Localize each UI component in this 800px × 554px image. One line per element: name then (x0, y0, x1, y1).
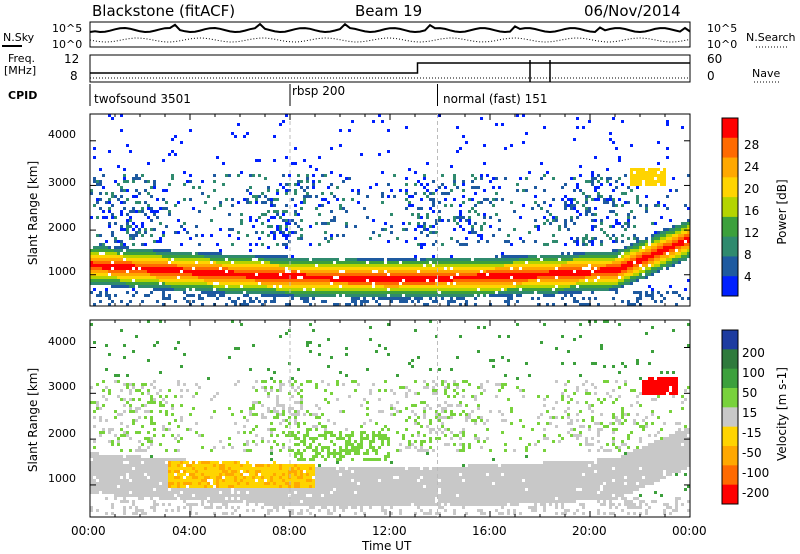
colorbar-swatch-1 (722, 349, 738, 370)
nave-tick-bottom: 0 (707, 69, 715, 83)
colorbar-swatch-2 (722, 157, 738, 178)
velocity-ytick-4000: 4000 (48, 335, 76, 348)
velocity-cbar-tick-15: 15 (742, 406, 758, 420)
colorbar-swatch-5 (722, 216, 738, 238)
velocity-cbar-tick-neg200: -200 (742, 486, 770, 500)
power-cbar-label: Power [dB] (775, 179, 789, 245)
power-cbar-tick-16: 16 (744, 204, 760, 218)
cpid-segment-2: rbsp 200 (292, 84, 346, 98)
xtick-0400: 04:00 (172, 524, 207, 538)
power-cbar-tick-20: 20 (744, 182, 760, 196)
nsky-label: N.Sky (3, 31, 35, 44)
freq-box (89, 54, 691, 83)
colorbar-swatch-6 (722, 446, 738, 466)
xtick-0000: 00:00 (71, 524, 106, 538)
colorbar-swatch-6 (722, 236, 738, 257)
freq-line (90, 62, 690, 74)
colorbar-swatch-0 (722, 118, 738, 139)
power-cbar-tick-12: 12 (744, 226, 760, 240)
station-title: Blackstone (fitACF) (92, 2, 236, 20)
colorbar-power (721, 117, 739, 297)
freq-tick-bottom: 8 (70, 69, 78, 83)
velocity-cbar-tick-neg15: -15 (742, 426, 762, 440)
colorbar-swatch-7 (722, 465, 738, 486)
power-cbar-tick-4: 4 (744, 270, 752, 284)
freq-tick-top: 12 (64, 52, 80, 66)
colorbar-frame (721, 117, 739, 297)
cpid-label: CPID (8, 89, 38, 102)
freq-spikes (529, 60, 551, 82)
cpid-segment-3: normal (fast) 151 (443, 92, 548, 106)
freq-label-1: Freq. (8, 52, 36, 65)
noise-tick-left-top: 10^5 (52, 22, 83, 35)
panel-power (89, 113, 691, 307)
velocity-cbar-tick-200: 200 (742, 346, 765, 360)
velocity-ylabel: Slant Range [km] (26, 367, 40, 473)
power-ytick-2000: 2000 (48, 221, 76, 234)
panel-velocity (89, 319, 691, 518)
colorbar-frame (721, 329, 739, 505)
colorbar-swatch-1 (722, 137, 738, 159)
beam-title: Beam 19 (355, 2, 423, 20)
nsearch-label: N.Search (746, 31, 796, 44)
xtick-0800: 08:00 (272, 524, 307, 538)
velocity-cbar-tick-neg50: -50 (742, 446, 762, 460)
noise-tick-right-top: 10^5 (707, 22, 738, 35)
nave-label: Nave (752, 67, 781, 80)
velocity-cbar-label: Velocity [m s-1] (775, 367, 789, 461)
velocity-ytick-2000: 2000 (48, 427, 76, 440)
freq-label-2: [MHz] (4, 64, 37, 77)
xtick-2000: 20:00 (572, 524, 607, 538)
power-cbar-tick-28: 28 (744, 138, 760, 152)
power-ylabel: Slant Range [km] (26, 160, 40, 266)
xtick-1200: 12:00 (372, 524, 407, 538)
power-cbar-tick-8: 8 (744, 248, 752, 262)
colorbar-swatch-8 (722, 484, 738, 505)
power-ytick-3000: 3000 (48, 176, 76, 189)
velocity-ytick-3000: 3000 (48, 380, 76, 393)
nsky-line (89, 22, 691, 34)
xtick-1600: 16:00 (472, 524, 507, 538)
colorbar-swatch-5 (722, 426, 738, 447)
power-ytick-1000: 1000 (48, 265, 76, 278)
cpid-segment-1: twofsound 3501 (94, 92, 191, 106)
power-cbar-tick-24: 24 (744, 160, 760, 174)
colorbar-swatch-3 (722, 177, 738, 198)
scatter-cells (90, 320, 690, 515)
velocity-cbar-tick-50: 50 (742, 386, 758, 400)
colorbar-swatch-4 (722, 197, 738, 218)
noise-tick-right-bottom: 10^0 (707, 38, 738, 51)
colorbar-swatch-0 (722, 330, 738, 350)
velocity-cbar-tick-100: 100 (742, 366, 765, 380)
nsearch-line (89, 37, 691, 43)
colorbar-swatch-7 (722, 256, 738, 277)
x-axis-label: Time UT (362, 539, 412, 553)
velocity-ytick-1000: 1000 (48, 472, 76, 485)
noise-tick-left-bottom: 10^0 (52, 38, 83, 51)
colorbar-swatch-8 (722, 276, 738, 297)
xtick-0000-end: 00:00 (672, 524, 707, 538)
velocity-cbar-tick-neg100: -100 (742, 466, 770, 480)
noise-box (89, 21, 691, 48)
scatter-cells (90, 114, 690, 306)
power-ytick-4000: 4000 (48, 128, 76, 141)
colorbar-swatch-3 (722, 388, 738, 408)
colorbar-swatch-4 (722, 407, 738, 428)
colorbar-velocity (721, 329, 739, 505)
date-title: 06/Nov/2014 (584, 2, 681, 20)
nave-tick-top: 60 (707, 52, 723, 66)
colorbar-swatch-2 (722, 368, 738, 389)
